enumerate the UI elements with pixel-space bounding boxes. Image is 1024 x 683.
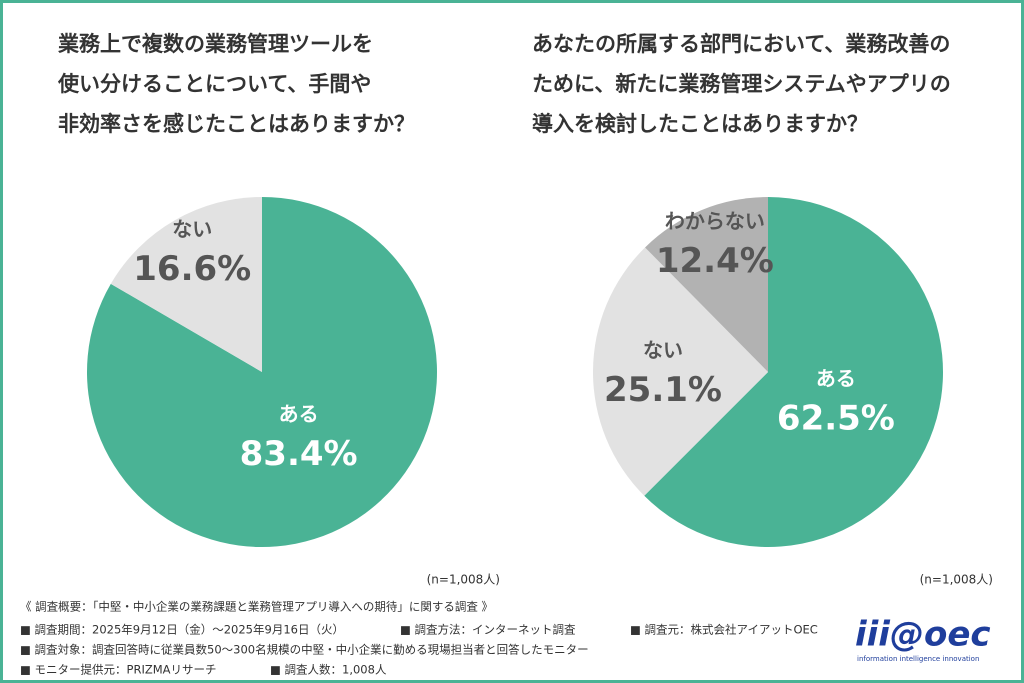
- survey-item: ■ 調査方法：インターネット調査: [400, 623, 576, 637]
- survey-item: ■ 調査期間：2025年9月12日（金）〜2025年9月16日（火）: [20, 623, 344, 637]
- pie-slice: [645, 197, 768, 372]
- slice-category: ない: [172, 217, 212, 241]
- pie-slice: [592, 247, 768, 496]
- slice-value-label: 25.1%: [604, 370, 722, 410]
- chart-title: 導入を検討したことはありますか？: [532, 112, 868, 136]
- slice-category: わからない: [665, 209, 765, 233]
- survey-item: ■ 調査元：株式会社アイアットOEC: [630, 623, 818, 637]
- survey-item: ■ 調査人数：1,008人: [270, 663, 387, 677]
- slice-value-label: 16.6%: [133, 249, 251, 289]
- slice-category: ない: [643, 338, 683, 362]
- pie-slice: [110, 197, 262, 372]
- sample-note: (n=1,008人): [427, 573, 500, 587]
- slice-category: ある: [279, 402, 319, 426]
- chart-title: 業務上で複数の業務管理ツールを: [58, 32, 373, 56]
- slice-category: ある: [816, 367, 856, 391]
- survey-item: ■ 調査対象：調査回答時に従業員数50〜300名規模の中堅・中小企業に勤める現場…: [20, 643, 589, 657]
- survey-item: ■ モニター提供元：PRIZMAリサーチ: [20, 663, 217, 677]
- survey-heading: 《 調査概要：「中堅・中小企業の業務課題と業務管理アプリ導入への期待」に関する調…: [20, 600, 493, 614]
- pie-slice: [644, 197, 943, 547]
- chart-title: あなたの所属する部門において、業務改善の: [532, 32, 950, 56]
- chart-title: 非効率さを感じたことはありますか？: [58, 112, 415, 136]
- chart-title: ために、新たに業務管理システムやアプリの: [532, 72, 951, 96]
- slice-value-label: 62.5%: [777, 399, 895, 439]
- slice-value-label: 83.4%: [240, 434, 358, 474]
- logo: iii@oec: [855, 615, 991, 655]
- sample-note: (n=1,008人): [920, 573, 993, 587]
- chart-title: 使い分けることについて、手間や: [57, 72, 371, 96]
- logo-tagline: information intelligence innovation: [857, 655, 979, 663]
- slice-value-label: 12.4%: [656, 241, 774, 281]
